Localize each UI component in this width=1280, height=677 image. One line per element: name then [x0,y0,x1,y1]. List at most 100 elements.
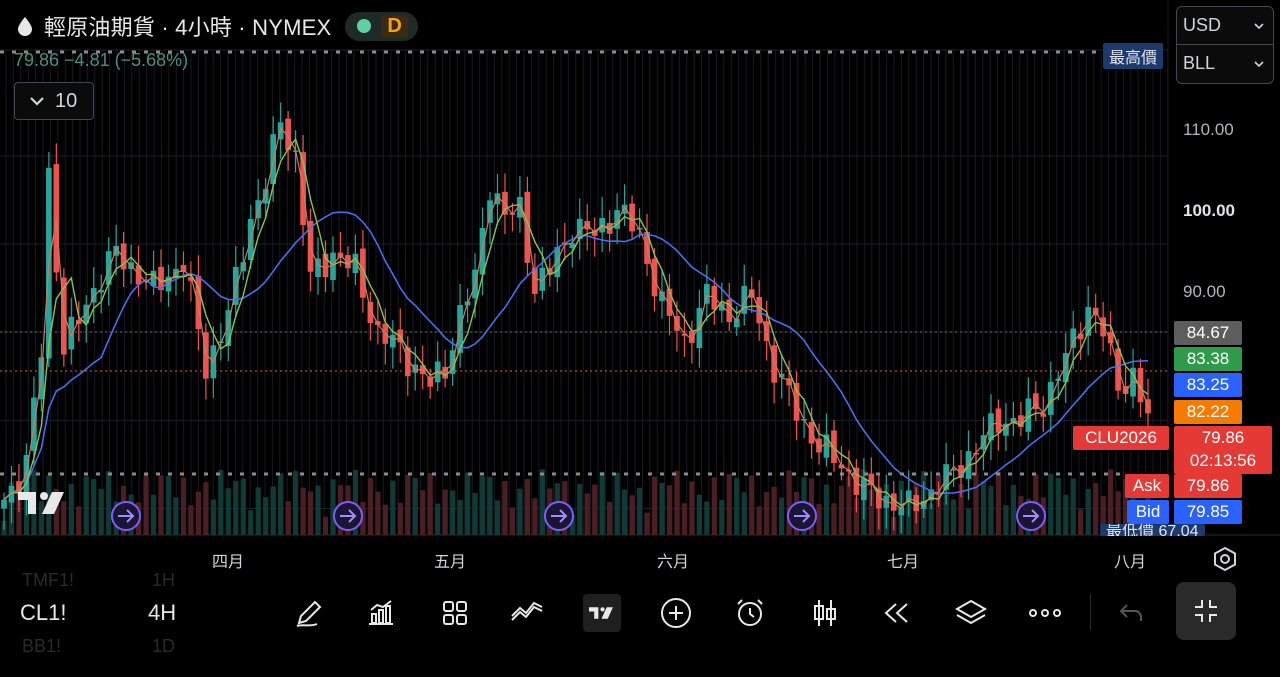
volume-bar [666,485,673,535]
axis-settings-icon[interactable] [1212,546,1238,572]
volume-bar [382,504,388,535]
volume-bar [689,481,695,535]
event-marker-icon[interactable] [1016,501,1046,531]
candle-body [8,485,15,503]
candle-body [322,253,329,278]
currency-value: USD [1183,15,1222,35]
volume-bar [487,476,493,535]
y-tick-label: 110.00 [1183,120,1234,139]
volume-bar [210,499,216,535]
candle-body [150,270,157,287]
indicators-button[interactable] [362,594,400,632]
candle [1115,338,1121,400]
candle [1077,322,1084,361]
indicator-toggle-button[interactable]: 10 [14,82,94,120]
candle [988,394,994,461]
candle-body [913,495,920,512]
layers-button[interactable] [952,594,990,632]
candle [225,300,232,362]
candle-body [23,455,30,498]
fullscreen-toggle-button[interactable] [1176,582,1236,640]
currency-unit-select[interactable]: USD BLL [1176,6,1274,84]
candle-body [494,193,501,205]
candle [188,261,194,302]
x-tick-label: 五月 [434,554,467,571]
candle-body [980,435,987,450]
tradingview-logo-icon [18,492,64,514]
volume-bar [607,501,613,535]
chevron-down-icon [30,97,44,106]
symbol-button[interactable]: CL1! [20,600,67,625]
candle-body [98,290,105,293]
chart-type-button[interactable] [806,594,844,632]
candle [232,246,239,317]
candle [890,481,897,531]
candle-body [771,345,777,383]
replay-button[interactable] [878,594,916,632]
event-marker-icon[interactable] [787,501,817,531]
volume-bar [980,481,987,535]
candle [322,240,329,293]
compare-button[interactable] [508,594,546,632]
volume-bar [711,477,717,535]
y-tick-label: 100.00 [1183,201,1235,220]
candle [1010,401,1017,436]
candle-body [180,264,187,272]
candle-body [113,245,119,256]
alert-button[interactable] [731,594,769,632]
bar-countdown: 02:13:56 [1189,451,1257,470]
interval-button[interactable]: 4H [148,600,177,625]
alarm-clock-icon [737,599,763,626]
candle [606,210,613,252]
volume-bar [771,486,777,535]
volume-bar [592,484,598,535]
candle-body [539,267,546,291]
volume-bar [741,492,747,535]
chart-title-bar[interactable]: 輕原油期貨 · 4小時 · NYMEX D [14,10,418,42]
candle-body [240,262,247,272]
volume-bar [584,493,590,535]
volume-bar [98,488,104,535]
unit-select[interactable]: BLL [1177,44,1273,82]
volume-bar [853,497,860,535]
currency-select[interactable]: USD [1177,7,1273,44]
candle-body [165,276,172,292]
x-tick-label: 七月 [887,554,920,571]
drawing-tool-button[interactable] [290,594,328,632]
layout-button[interactable] [436,594,474,632]
candle [1130,348,1136,409]
candle-body [576,218,583,239]
volume-bar [704,501,710,535]
candle [494,173,501,226]
event-marker-icon[interactable] [544,501,574,531]
candle [285,110,291,171]
volume-bar [868,489,874,535]
candle [203,323,209,400]
candle-body [487,200,493,223]
undo-button[interactable] [1112,594,1150,632]
candle [816,423,822,465]
candle [943,443,949,505]
tv-logo-button[interactable] [583,594,621,632]
candle-body [262,189,269,204]
chevron-down-icon [1254,60,1264,67]
rewind-icon [884,603,908,623]
event-marker-icon[interactable] [333,501,363,531]
add-button[interactable] [657,594,695,632]
candle-body [988,413,994,441]
symbol-price-label: CLU2026 [1073,426,1169,450]
market-status-pill[interactable]: D [345,11,418,41]
volume-bar [68,484,74,535]
volume-bar [831,503,837,535]
volume-bar [472,492,478,535]
more-button[interactable] [1026,594,1064,632]
candle-body [868,473,875,486]
volume-bar [1115,491,1121,535]
volume-bar [1070,478,1076,535]
candle-body [973,452,979,455]
candle [8,465,15,524]
candle-body [135,265,142,285]
event-marker-icon[interactable] [111,501,141,531]
event-marker-arrow [794,509,811,523]
